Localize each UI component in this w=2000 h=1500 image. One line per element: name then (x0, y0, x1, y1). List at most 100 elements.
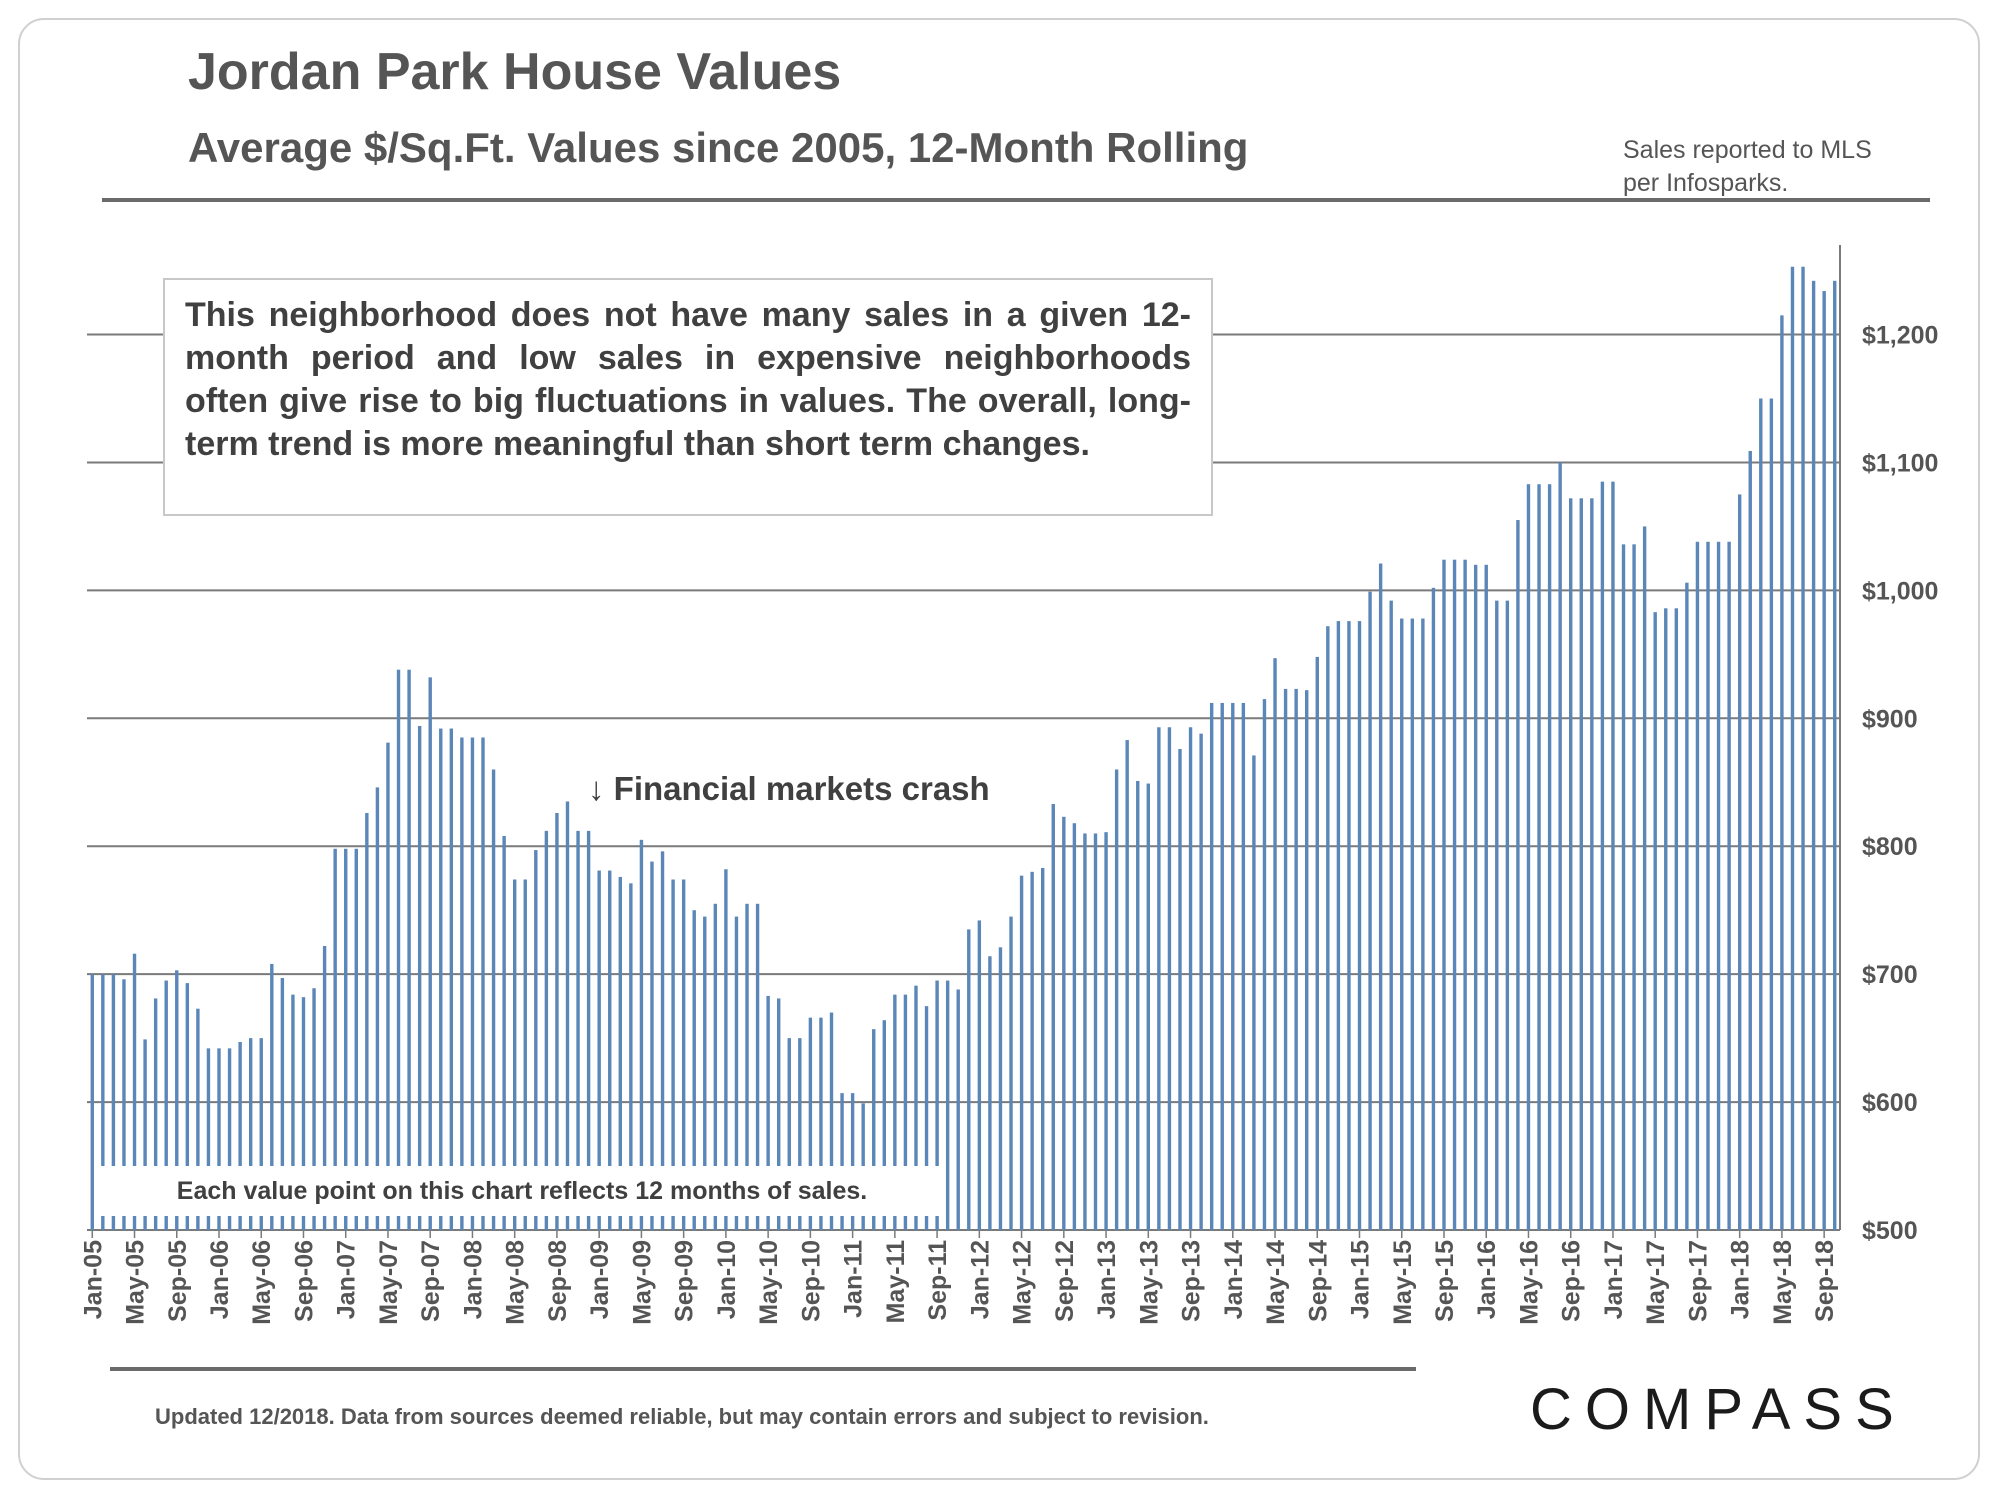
bar (850, 1093, 855, 1230)
bar (1400, 618, 1404, 1230)
bar (618, 876, 622, 1230)
footer-disclaimer: Updated 12/2018. Data from sources deeme… (155, 1404, 1209, 1429)
bar (1326, 626, 1330, 1230)
x-tick-label: May-09 (628, 1240, 656, 1325)
bar (1199, 733, 1203, 1230)
bar (196, 1008, 200, 1230)
bar (1737, 494, 1742, 1230)
bar (1716, 541, 1721, 1230)
bar (988, 956, 992, 1230)
bar (1706, 541, 1710, 1230)
bar (671, 879, 675, 1230)
bar (1833, 280, 1837, 1230)
bar (914, 985, 918, 1230)
x-tick-label: Sep-09 (671, 1240, 699, 1322)
bar (1653, 612, 1657, 1230)
x-tick-label: May-14 (1262, 1240, 1290, 1325)
x-tick-label: Sep-06 (290, 1240, 318, 1322)
source-line-1: Sales reported to MLS (1623, 136, 1872, 164)
bar (1389, 600, 1393, 1230)
bar (1495, 600, 1499, 1230)
bar (1188, 727, 1193, 1230)
x-tick-label: Sep-13 (1178, 1240, 1206, 1322)
x-tick-label: Jan-14 (1220, 1240, 1248, 1319)
bar (1347, 621, 1351, 1230)
bar (217, 1048, 221, 1230)
x-tick-label: Jan-18 (1727, 1240, 1755, 1319)
bar (819, 1017, 823, 1230)
x-tick-label: Jan-05 (79, 1240, 107, 1319)
bar (491, 769, 496, 1230)
bar (1569, 498, 1573, 1230)
x-tick-label: May-12 (1009, 1240, 1037, 1325)
bar (365, 812, 369, 1230)
bar (1801, 266, 1805, 1230)
y-tick-label: $700 (1862, 961, 1918, 989)
bar (629, 883, 633, 1230)
bar (1125, 740, 1129, 1230)
bar (291, 994, 295, 1230)
bar (1030, 871, 1034, 1230)
bar (576, 830, 580, 1230)
bar (956, 989, 960, 1230)
bar (903, 994, 908, 1230)
bar (1621, 544, 1626, 1230)
x-tick-label: Jan-11 (840, 1240, 868, 1318)
bar (101, 974, 105, 1230)
x-tick-label: Jan-07 (333, 1240, 361, 1319)
bar (354, 848, 358, 1230)
x-tick-label: Sep-18 (1811, 1240, 1839, 1322)
x-tick-label: Sep-11 (924, 1240, 952, 1321)
bar (1759, 398, 1763, 1231)
y-tick-label: $800 (1862, 833, 1918, 861)
x-tick-label: Sep-08 (544, 1240, 572, 1322)
bar (829, 1012, 834, 1230)
bar (935, 980, 939, 1230)
bar (301, 997, 306, 1230)
x-tick-label: Sep-14 (1304, 1240, 1332, 1322)
bar (1664, 608, 1668, 1230)
bar (1294, 688, 1298, 1230)
x-tick-label: Sep-10 (797, 1240, 825, 1322)
bar (1231, 702, 1235, 1230)
bar (143, 1039, 147, 1230)
x-tick-label: May-16 (1515, 1240, 1543, 1325)
bar (1009, 916, 1013, 1230)
bar (1505, 600, 1510, 1230)
x-tick-label: May-08 (502, 1240, 530, 1325)
y-tick-label: $1,100 (1862, 449, 1938, 477)
slide-frame (18, 18, 1980, 1480)
bar (1336, 621, 1341, 1230)
bar (1241, 702, 1246, 1230)
bar (586, 830, 591, 1230)
bar (312, 988, 316, 1230)
bar (776, 998, 781, 1230)
bar (555, 812, 559, 1230)
bar (734, 916, 739, 1230)
bar (1526, 484, 1531, 1230)
bar (227, 1048, 232, 1230)
bar (1547, 484, 1552, 1230)
bar (502, 836, 506, 1230)
bar (1463, 559, 1467, 1230)
x-tick-label: Jan-13 (1093, 1240, 1121, 1319)
bar (1632, 544, 1636, 1230)
bar (90, 974, 94, 1230)
bar (375, 787, 380, 1230)
bar (248, 1038, 253, 1230)
y-tick-label: $500 (1862, 1217, 1918, 1245)
bar (1611, 481, 1615, 1230)
bar (967, 929, 971, 1230)
x-tick-label: May-05 (122, 1240, 150, 1325)
bar (1305, 690, 1309, 1230)
bar (439, 728, 443, 1230)
x-tick-label: Jan-06 (206, 1240, 234, 1319)
bar (1273, 658, 1277, 1230)
source-line-2: per Infosparks. (1623, 169, 1789, 197)
y-tick-label: $1,000 (1862, 577, 1938, 605)
bar (1748, 450, 1752, 1230)
bar (681, 879, 686, 1230)
x-tick-label: May-06 (248, 1240, 276, 1325)
bar (724, 869, 728, 1230)
x-tick-label: Sep-17 (1684, 1240, 1712, 1322)
